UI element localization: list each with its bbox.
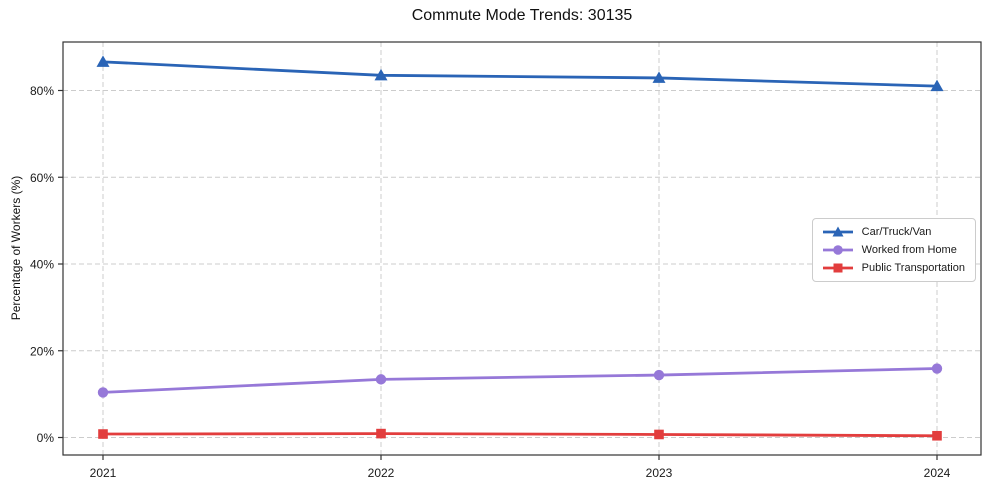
data-point-square (376, 428, 386, 439)
x-tick-label: 2023 (646, 466, 673, 480)
legend-label: Public Transportation (861, 262, 965, 274)
y-tick-label: 20% (30, 344, 54, 358)
legend-swatch (822, 226, 853, 237)
circle-marker-icon (832, 245, 843, 255)
legend-item-car-truck-van: Car/Truck/Van (821, 225, 965, 239)
legend-label: Car/Truck/Van (861, 226, 932, 238)
chart-title: Commute Mode Trends: 30135 (411, 7, 633, 24)
data-point-triangle (374, 68, 388, 81)
data-point-circle (375, 374, 387, 385)
legend-label: Worked from Home (861, 244, 957, 256)
legend-item-worked-from-home: Worked from Home (821, 243, 965, 257)
legend-swatch (822, 245, 853, 255)
legend-swatch (822, 263, 853, 273)
x-tick-label: 2024 (924, 466, 951, 480)
series-line (101, 432, 939, 438)
series-line (101, 60, 939, 88)
y-tick-label: 60% (30, 171, 54, 185)
legend-item-public-transportation: Public Transportation (821, 261, 965, 275)
data-point-square (932, 430, 942, 441)
y-tick-label: 0% (37, 431, 55, 445)
triangle-marker-icon (832, 226, 844, 237)
data-point-circle (97, 387, 109, 398)
data-point-circle (931, 363, 943, 374)
y-axis-label: Percentage of Workers (%) (9, 175, 23, 321)
data-point-triangle (96, 55, 110, 67)
data-point-circle (653, 369, 665, 381)
data-point-square (654, 429, 664, 440)
legend: Car/Truck/Van Worked from Home Public Tr… (811, 218, 976, 282)
y-tick-label: 40% (30, 258, 54, 272)
data-point-triangle (930, 79, 944, 92)
plot-border (62, 41, 982, 456)
data-point-square (98, 429, 108, 439)
y-tick-label: 80% (30, 84, 54, 98)
data-point-triangle (652, 71, 666, 83)
series-line (101, 367, 939, 394)
square-marker-icon (833, 263, 843, 273)
x-tick-label: 2021 (90, 466, 117, 480)
x-tick-label: 2022 (368, 466, 395, 480)
